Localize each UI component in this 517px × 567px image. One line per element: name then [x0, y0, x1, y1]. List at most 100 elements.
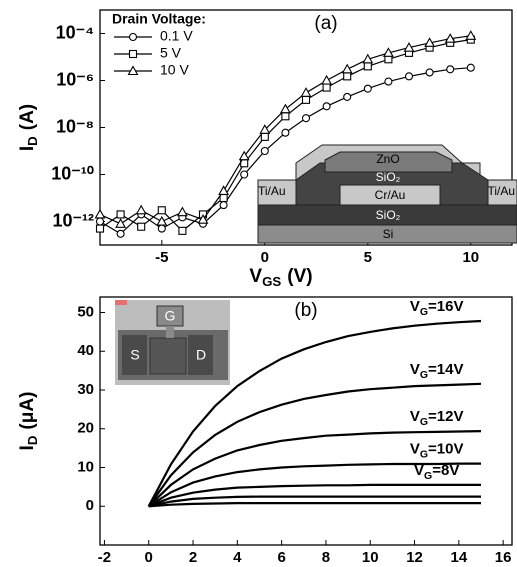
- y-axis-label: ID(μA): [17, 392, 40, 451]
- y-tick-label: 30: [77, 381, 94, 398]
- label-part: =10V: [428, 441, 463, 458]
- legend-title: Drain Voltage:: [112, 11, 206, 27]
- device-cross-section: ZnO SiO₂ Cr/Au Ti/Au Ti/Au SiO₂ Si: [258, 145, 517, 243]
- marker: [466, 31, 475, 39]
- marker: [344, 73, 351, 80]
- legend-marker: [130, 51, 137, 58]
- marker: [282, 113, 289, 120]
- device-micrograph: G S D: [115, 300, 230, 385]
- label-part: =8V: [432, 462, 459, 479]
- marker: [220, 195, 227, 202]
- curve-label: VG=8V: [414, 462, 459, 482]
- marker: [323, 84, 330, 91]
- y-tick-label: 10⁻⁴: [56, 22, 94, 42]
- marker: [158, 225, 165, 232]
- label-part: G: [420, 448, 428, 460]
- series-line: [149, 503, 481, 506]
- x-tick-label: 4: [233, 549, 242, 566]
- curve-label: VG=10V: [410, 441, 464, 461]
- label-part: (V): [287, 266, 312, 287]
- x-tick-label: 0: [145, 549, 153, 566]
- marker: [467, 64, 474, 71]
- label-part: =12V: [428, 408, 463, 425]
- x-tick-label: -5: [155, 249, 168, 266]
- label-part: V: [410, 361, 420, 378]
- marker: [241, 171, 248, 178]
- y-tick-label: 20: [77, 420, 94, 437]
- panel: -2024681012141601020304050(b)VDS(V)ID(μA…: [17, 297, 512, 567]
- legend-label: 5 V: [160, 45, 182, 61]
- inset-label: SiO₂: [376, 208, 401, 222]
- marker: [406, 73, 413, 80]
- label-part: D: [25, 136, 40, 146]
- label-part: (A): [17, 104, 38, 130]
- marker: [385, 78, 392, 85]
- marker: [426, 69, 433, 76]
- inset-label: SiO₂: [376, 170, 401, 184]
- marker: [344, 93, 351, 100]
- marker: [117, 211, 124, 218]
- marker: [179, 227, 186, 234]
- x-tick-label: 12: [406, 549, 423, 566]
- figure: -5051010⁻¹²10⁻¹⁰10⁻⁸10⁻⁶10⁻⁴(a)VGS(V)ID(…: [0, 0, 517, 567]
- marker: [157, 217, 166, 225]
- marker: [138, 223, 145, 230]
- inset-label: S: [130, 347, 139, 363]
- x-tick-label: -2: [98, 549, 111, 566]
- inset-label: Cr/Au: [375, 188, 406, 202]
- label-part: V: [410, 408, 420, 425]
- x-tick-label: 2: [189, 549, 197, 566]
- marker: [117, 230, 124, 237]
- marker: [97, 225, 104, 232]
- label-part: V: [410, 298, 420, 315]
- x-axis-label: VGS (V): [249, 266, 312, 289]
- label-part: G: [420, 306, 428, 318]
- marker: [137, 206, 146, 214]
- label-part: D: [25, 435, 40, 445]
- curve-label: VG=12V: [410, 408, 464, 428]
- marker: [323, 103, 330, 110]
- label-part: V: [410, 441, 420, 458]
- label-part: V: [414, 462, 424, 479]
- marker: [303, 96, 310, 103]
- label-part: V: [249, 266, 262, 287]
- marker: [281, 105, 290, 113]
- marker: [96, 210, 105, 218]
- label-part: =16V: [428, 298, 463, 315]
- y-tick-label: 10⁻¹⁰: [51, 163, 94, 183]
- marker: [364, 85, 371, 92]
- y-tick-label: 10⁻¹²: [52, 210, 94, 230]
- x-tick-label: 10: [462, 249, 479, 266]
- marker: [158, 207, 165, 214]
- label-part: G: [424, 470, 432, 482]
- x-tick-label: 0: [261, 249, 269, 266]
- panel-label: (a): [314, 13, 337, 34]
- legend-label: 10 V: [160, 62, 189, 78]
- marker: [261, 148, 268, 155]
- channel: [150, 338, 186, 374]
- marker: [343, 65, 352, 73]
- legend-marker: [130, 34, 137, 41]
- y-axis-label: ID(A): [17, 104, 40, 151]
- y-tick-label: 10: [77, 458, 94, 475]
- label-part: GS: [262, 274, 281, 289]
- x-tick-label: 6: [277, 549, 285, 566]
- marker: [116, 219, 125, 227]
- label-part: (μA): [17, 392, 38, 430]
- label-part: G: [420, 416, 428, 428]
- y-tick-label: 10⁻⁶: [56, 69, 94, 89]
- inset-label: Ti/Au: [487, 184, 515, 198]
- curve-label: VG=14V: [410, 361, 464, 381]
- marker: [219, 186, 228, 194]
- y-tick-label: 0: [86, 497, 94, 514]
- label-part: =14V: [428, 361, 463, 378]
- inset-label: G: [165, 308, 176, 324]
- y-tick-label: 10⁻⁸: [56, 116, 94, 136]
- marker: [364, 63, 371, 70]
- curve-label: VG=16V: [410, 298, 464, 318]
- label-part: G: [420, 369, 428, 381]
- x-tick-label: 16: [495, 549, 512, 566]
- marker: [447, 66, 454, 73]
- inset-label: Ti/Au: [258, 184, 286, 198]
- marker: [302, 88, 311, 96]
